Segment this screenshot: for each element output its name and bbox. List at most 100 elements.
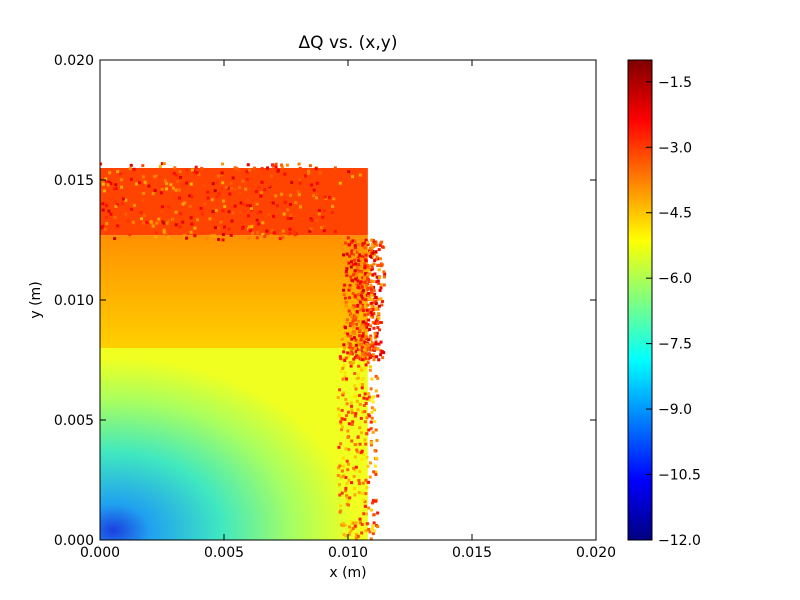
scatter-point (355, 312, 359, 316)
scatter-point (347, 422, 351, 426)
scatter-point (314, 167, 318, 171)
scatter-point (363, 346, 367, 350)
scatter-point (140, 217, 144, 221)
scatter-point (257, 222, 261, 226)
scatter-point (344, 331, 348, 335)
scatter-point (348, 496, 352, 500)
scatter-point (353, 493, 357, 497)
scatter-point (356, 255, 360, 259)
scatter-point (332, 197, 336, 201)
scatter-point (368, 308, 372, 312)
scatter-point (151, 224, 155, 228)
scatter-point (366, 464, 370, 468)
scatter-point (357, 482, 361, 486)
scatter-point (338, 510, 342, 514)
scatter-point (367, 297, 371, 301)
scatter-point (224, 185, 228, 189)
scatter-point (350, 422, 354, 426)
scatter-point (349, 529, 353, 533)
scatter-point (354, 323, 358, 327)
scatter-point (346, 236, 350, 240)
scatter-point (352, 487, 356, 491)
scatter-point (261, 225, 265, 229)
scatter-point (206, 190, 210, 194)
scatter-point (369, 427, 373, 431)
scatter-point (371, 400, 375, 404)
scatter-point (352, 474, 356, 478)
scatter-point (318, 171, 322, 175)
scatter-point (220, 171, 224, 175)
scatter-point (154, 235, 158, 239)
scatter-point (100, 189, 103, 193)
scatter-point (360, 255, 364, 259)
scatter-point (371, 321, 375, 325)
scatter-point (361, 410, 365, 414)
scatter-point (368, 343, 372, 347)
scatter-point (174, 210, 178, 214)
scatter-point (382, 283, 386, 287)
scatter-point (176, 179, 180, 183)
scatter-point (366, 352, 370, 356)
scatter-point (249, 207, 253, 211)
scatter-point (356, 372, 360, 376)
scatter-point (357, 393, 361, 397)
scatter-point (370, 304, 374, 308)
scatter-point (121, 197, 125, 201)
scatter-point (256, 231, 260, 235)
scatter-point (307, 169, 311, 173)
scatter-point (250, 225, 254, 229)
scatter-point (363, 264, 367, 268)
scatter-point (343, 417, 347, 421)
scatter-point (342, 288, 346, 292)
scatter-point (190, 222, 194, 226)
scatter-point (233, 166, 237, 170)
scatter-point (356, 319, 360, 323)
scatter-point (345, 299, 349, 303)
scatter-point (188, 204, 192, 208)
scatter-point (379, 353, 383, 357)
scatter-point (344, 241, 348, 245)
scatter-point (119, 172, 123, 176)
scatter-point (379, 340, 383, 344)
scatter-point (365, 416, 369, 420)
scatter-point (340, 491, 344, 495)
scatter-point (348, 531, 352, 535)
scatter-point (210, 198, 214, 202)
scatter-point (142, 213, 146, 217)
scatter-point (371, 532, 375, 536)
scatter-point (343, 523, 347, 527)
scatter-point (173, 166, 177, 170)
scatter-point (263, 171, 267, 175)
scatter-point (270, 229, 274, 233)
scatter-point (377, 281, 381, 285)
scatter-point (380, 299, 384, 303)
scatter-point (364, 238, 368, 242)
scatter-point (228, 192, 232, 196)
scatter-point (296, 189, 300, 193)
scatter-point (361, 352, 365, 356)
scatter-point (351, 361, 355, 365)
scatter-point (235, 167, 239, 171)
scatter-point (373, 252, 377, 256)
scatter-point (141, 182, 145, 186)
scatter-point (354, 305, 358, 309)
scatter-point (315, 181, 319, 185)
scatter-point (358, 272, 362, 276)
scatter-point (133, 203, 137, 207)
scatter-point (356, 442, 360, 446)
scatter-point (376, 275, 380, 279)
scatter-point (366, 346, 370, 350)
scatter-point (216, 174, 220, 178)
scatter-point (367, 357, 371, 361)
scatter-point (357, 242, 361, 246)
scatter-point (241, 179, 245, 183)
scatter-point (206, 175, 210, 179)
scatter-point (362, 498, 366, 502)
scatter-point (317, 212, 321, 216)
scatter-point (342, 364, 346, 368)
scatter-point (351, 263, 355, 267)
scatter-point (344, 447, 348, 451)
scatter-point (202, 183, 206, 187)
scatter-point (302, 168, 306, 172)
scatter-point (209, 234, 213, 238)
